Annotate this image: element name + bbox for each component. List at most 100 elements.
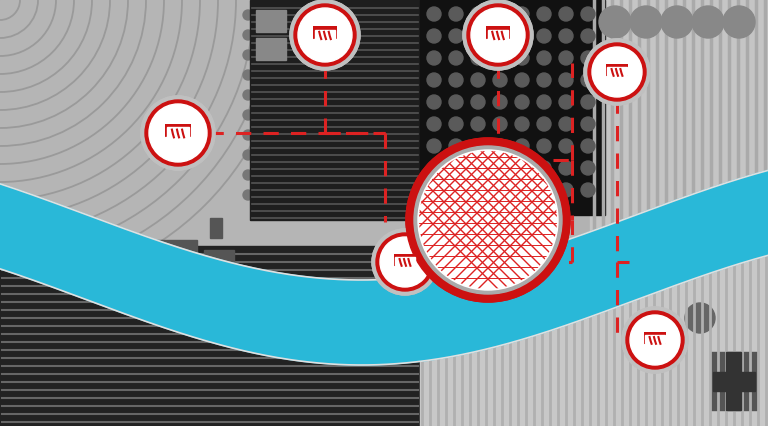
Bar (606, 75, 628, 80)
Bar (590, 0, 768, 426)
Circle shape (515, 29, 529, 43)
Circle shape (449, 95, 463, 109)
Circle shape (581, 117, 595, 131)
Circle shape (581, 95, 595, 109)
Circle shape (414, 146, 562, 294)
Circle shape (303, 30, 313, 40)
Circle shape (592, 47, 642, 97)
Bar (644, 343, 666, 348)
Circle shape (263, 70, 273, 80)
Circle shape (493, 161, 507, 175)
Bar (204, 250, 234, 302)
Bar (396, 257, 415, 265)
Circle shape (418, 150, 558, 290)
Circle shape (471, 8, 525, 62)
Circle shape (427, 117, 441, 131)
Circle shape (283, 90, 293, 100)
Circle shape (376, 233, 434, 291)
Bar (394, 265, 416, 270)
Circle shape (630, 315, 680, 365)
Circle shape (303, 130, 313, 140)
Circle shape (283, 150, 293, 160)
Bar (0, 0, 420, 426)
Circle shape (467, 4, 529, 66)
Circle shape (493, 95, 507, 109)
Bar (396, 257, 415, 265)
Circle shape (263, 30, 273, 40)
Circle shape (303, 110, 313, 120)
Circle shape (588, 43, 646, 101)
Bar (607, 67, 627, 75)
Circle shape (599, 6, 631, 38)
Circle shape (493, 51, 507, 65)
Bar (486, 39, 510, 44)
Circle shape (427, 51, 441, 65)
Circle shape (471, 29, 485, 43)
Circle shape (243, 130, 253, 140)
Circle shape (515, 183, 529, 197)
Circle shape (559, 73, 573, 87)
Circle shape (515, 139, 529, 153)
Circle shape (559, 29, 573, 43)
Circle shape (263, 150, 273, 160)
Circle shape (559, 161, 573, 175)
Circle shape (584, 39, 650, 105)
Circle shape (323, 50, 333, 60)
Circle shape (263, 170, 273, 180)
Circle shape (323, 10, 333, 20)
Circle shape (323, 70, 333, 80)
Bar (165, 124, 190, 142)
Circle shape (471, 51, 485, 65)
Circle shape (427, 139, 441, 153)
Circle shape (263, 110, 273, 120)
Bar (606, 75, 628, 80)
Circle shape (471, 117, 485, 131)
Circle shape (303, 10, 313, 20)
Bar (155, 240, 197, 302)
Circle shape (376, 233, 434, 291)
Circle shape (449, 139, 463, 153)
Circle shape (141, 96, 215, 170)
Circle shape (323, 90, 333, 100)
Bar (167, 127, 189, 137)
Circle shape (427, 95, 441, 109)
Circle shape (145, 100, 211, 166)
Circle shape (145, 100, 211, 166)
Circle shape (471, 73, 485, 87)
Bar (420, 0, 605, 215)
Circle shape (493, 117, 507, 131)
Bar (165, 137, 190, 142)
Circle shape (243, 50, 253, 60)
Circle shape (493, 7, 507, 21)
Circle shape (449, 117, 463, 131)
Circle shape (630, 6, 662, 38)
Circle shape (471, 95, 485, 109)
Circle shape (419, 151, 557, 289)
Circle shape (323, 170, 333, 180)
Bar (165, 124, 190, 142)
Bar (486, 26, 510, 44)
Circle shape (427, 183, 441, 197)
Circle shape (298, 8, 352, 62)
Circle shape (537, 7, 551, 21)
Bar (606, 64, 628, 80)
Circle shape (263, 50, 273, 60)
Circle shape (581, 73, 595, 87)
Circle shape (372, 229, 438, 295)
Circle shape (283, 50, 293, 60)
Circle shape (537, 73, 551, 87)
Circle shape (493, 183, 507, 197)
Bar (644, 343, 666, 348)
Circle shape (149, 104, 207, 162)
Circle shape (413, 212, 433, 232)
Circle shape (581, 7, 595, 21)
Circle shape (537, 183, 551, 197)
Circle shape (622, 307, 688, 373)
Circle shape (449, 29, 463, 43)
Circle shape (283, 190, 293, 200)
Circle shape (283, 30, 293, 40)
Circle shape (243, 110, 253, 120)
Bar (313, 39, 337, 44)
Bar (488, 30, 508, 39)
Circle shape (559, 183, 573, 197)
